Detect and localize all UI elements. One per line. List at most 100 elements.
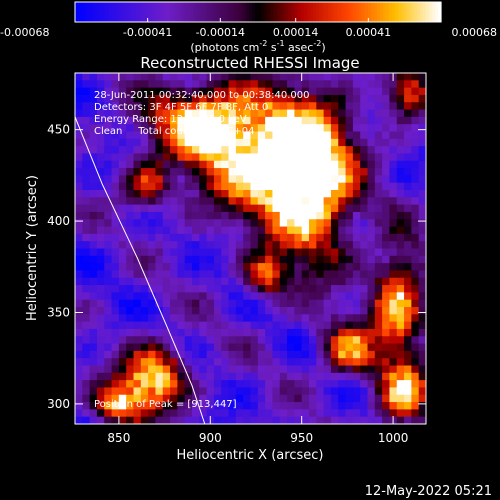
heatmap-cell [374,109,383,118]
colorbar-cell [87,2,91,22]
heatmap-cell [243,138,252,147]
heatmap-cell [338,263,347,272]
heatmap-cell [389,168,398,176]
heatmap-cell [89,197,98,206]
heatmap-cell [235,102,244,111]
colorbar-tick-label: -0.00068 [0,26,49,39]
heatmap-cell [148,197,157,206]
heatmap-cell [257,94,266,103]
heatmap-cell [352,197,361,206]
heatmap-cell [213,138,222,147]
heatmap-cell [330,365,339,374]
heatmap-cell [148,131,157,140]
heatmap-cell [294,131,303,140]
heatmap-cell [360,241,369,250]
heatmap-cell [148,94,157,103]
heatmap-cell [243,299,252,308]
heatmap-cell [162,314,171,323]
heatmap-cell [323,233,332,242]
heatmap-cell [162,146,171,155]
heatmap-cell [279,358,288,367]
heatmap-cell [396,73,405,81]
heatmap-cell [309,219,317,228]
heatmap-cell [140,299,149,308]
y-axis-label: Heliocentric Y (arcsec) [25,175,40,321]
heatmap-cell [75,285,83,293]
heatmap-cell [148,409,157,418]
heatmap-cell [323,73,332,81]
heatmap-cell [82,350,91,359]
heatmap-cell [170,204,178,213]
heatmap-cell [111,168,120,176]
heatmap-cell [330,255,339,264]
heatmap-cell [177,299,186,308]
heatmap-cell [367,80,376,89]
heatmap-cell [213,211,222,220]
heatmap-cell [265,307,274,315]
heatmap-cell [184,328,193,337]
heatmap-cell [133,175,142,184]
heatmap-cell [155,365,164,374]
heatmap-cell [221,190,230,198]
heatmap-cell [228,73,237,81]
heatmap-cell [89,255,98,264]
heatmap-cell [294,80,303,89]
heatmap-cell [75,116,83,125]
heatmap-cell [272,131,281,140]
heatmap-cell [228,350,237,359]
heatmap-cell [360,292,369,301]
heatmap-cell [279,248,288,257]
heatmap-cell [96,182,105,191]
heatmap-cell [360,219,369,228]
heatmap-cell [192,270,200,279]
heatmap-cell [250,380,259,389]
colorbar-cell [319,2,323,22]
heatmap-cell [111,109,120,118]
heatmap-cell [418,336,426,345]
heatmap-cell [243,343,252,352]
heatmap-cell [287,153,295,162]
solar-limb-curve [75,116,206,424]
heatmap-cell [287,211,295,220]
heatmap-cell [287,226,295,235]
heatmap-cell [192,380,200,389]
heatmap-cell [111,380,120,389]
heatmap-cell [389,336,398,345]
heatmap-cell [294,307,303,315]
heatmap-cell [287,197,295,206]
heatmap-cell [418,80,426,89]
heatmap-cell [82,175,91,184]
heatmap-cell [272,292,281,301]
heatmap-cell [235,116,244,125]
heatmap-cell [360,409,369,418]
heatmap-cell [404,211,412,220]
heatmap-cell [338,380,347,389]
heatmap-cell [82,94,91,103]
heatmap-cell [118,255,127,264]
heatmap-cell [316,343,325,352]
heatmap-cell [243,314,252,323]
heatmap-cell [338,285,347,293]
heatmap-cell [323,248,332,257]
heatmap-cell [382,416,391,424]
heatmap-cell [213,307,222,315]
heatmap-cell [345,248,354,257]
heatmap-cell [177,416,186,424]
heatmap-cell [316,102,325,111]
heatmap-cell [411,116,420,125]
colorbar-cell [139,2,143,22]
heatmap-cell [352,292,361,301]
colorbar-cell [352,2,357,22]
heatmap-cell [352,321,361,330]
heatmap-cell [374,80,383,89]
heatmap-cell [382,124,391,133]
heatmap-cell [126,387,135,396]
heatmap-cell [89,387,98,396]
heatmap-cell [309,380,317,389]
colorbar-cell [209,2,213,22]
heatmap-cell [396,365,405,374]
heatmap-cell [104,131,113,140]
heatmap-cell [170,277,178,286]
heatmap-cell [221,270,230,279]
heatmap-cell [323,168,332,176]
